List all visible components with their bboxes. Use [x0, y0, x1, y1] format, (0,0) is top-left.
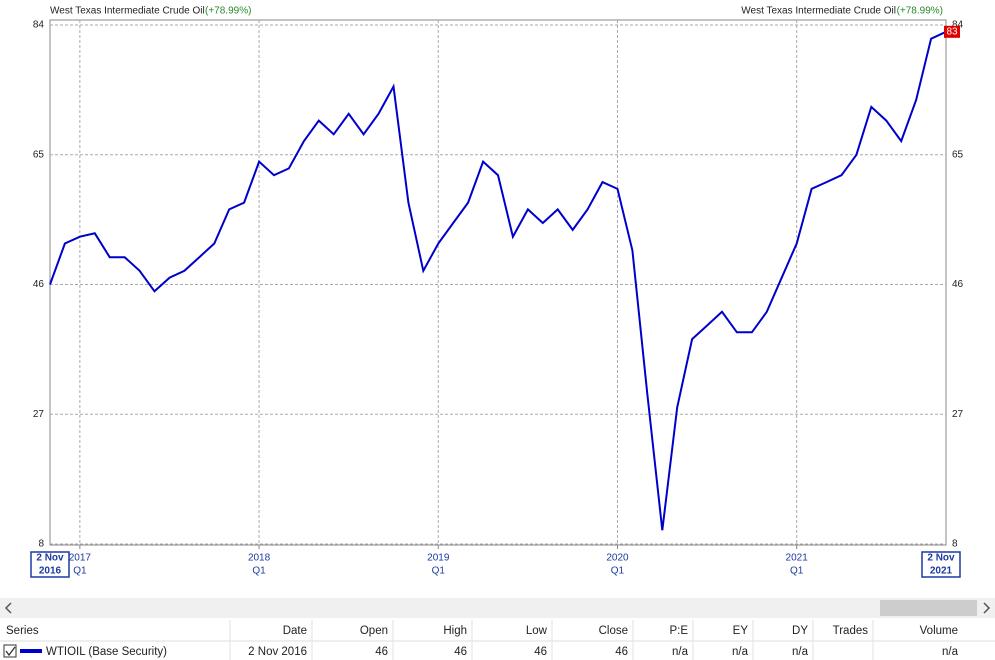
table-bg: [0, 620, 995, 660]
column-header: Volume: [920, 625, 958, 637]
table-cell: WTIOIL (Base Security): [46, 646, 167, 658]
column-header: High: [443, 625, 467, 637]
scroll-right[interactable]: [983, 602, 991, 614]
x-quarter-label: Q1: [252, 566, 266, 577]
date-day: 2 Nov: [927, 553, 955, 564]
x-tick-label: 2020: [606, 553, 629, 564]
y-tick-label: 27: [33, 409, 45, 420]
checkbox[interactable]: [3, 644, 17, 658]
table-cell: n/a: [672, 646, 689, 658]
x-tick-label: 2018: [248, 553, 271, 564]
table-cell: n/a: [942, 646, 959, 658]
column-header: P:E: [669, 625, 688, 637]
x-tick-label: 2019: [427, 553, 450, 564]
date-day: 2 Nov: [36, 553, 64, 564]
price-line: [49, 30, 947, 531]
scroll-thumb[interactable]: [880, 600, 977, 616]
date-year: 2016: [39, 566, 62, 577]
chart-title-right: West Texas Intermediate Crude Oil: [741, 6, 896, 17]
x-tick-label: 2021: [786, 553, 809, 564]
x-tick-label: 2017: [69, 553, 92, 564]
column-header: Close: [599, 625, 628, 637]
column-header: Date: [283, 625, 307, 637]
scroll-left[interactable]: [4, 602, 12, 614]
y-tick-label: 84: [33, 20, 45, 31]
table-cell: 46: [454, 646, 467, 658]
last-value-box: [944, 25, 960, 38]
checkmark: [5, 646, 16, 657]
table: Series Date Open High Low Close P:E EY DY Trades V…: [0, 620, 995, 660]
y-tick-label-right: 84: [952, 20, 964, 31]
chart-subtitle: (+78.99%): [205, 6, 251, 17]
column-header: DY: [792, 625, 808, 637]
chart-title: West Texas Intermediate Crude Oil: [50, 6, 205, 17]
date-box: [30, 551, 70, 578]
y-tick-label: 8: [38, 539, 44, 550]
x-quarter-label: Q1: [790, 566, 804, 577]
series-swatch: [20, 649, 42, 653]
x-quarter-label: Q1: [432, 566, 446, 577]
date-box: [921, 551, 961, 578]
table-cell: 46: [534, 646, 547, 658]
column-header: Series: [6, 625, 39, 637]
column-header: Trades: [833, 625, 869, 637]
y-tick-label-right: 8: [952, 539, 958, 550]
chart-subtitle-right: (+78.99%): [897, 6, 943, 17]
table-cell: 46: [615, 646, 628, 658]
column-header: Low: [526, 625, 548, 637]
y-tick-label: 46: [33, 279, 45, 290]
y-tick-label: 65: [33, 149, 45, 160]
plot-area: [49, 19, 947, 546]
column-header: EY: [733, 625, 749, 637]
scrollbar[interactable]: [0, 598, 995, 618]
date-year: 2021: [930, 566, 953, 577]
y-tick-label-right: 27: [952, 409, 964, 420]
column-header: Open: [360, 625, 388, 637]
table-cell: n/a: [792, 646, 809, 658]
last-value-label: 83: [946, 26, 958, 37]
table-cell: 46: [375, 646, 388, 658]
table-cell: 2 Nov 2016: [248, 646, 307, 658]
x-quarter-label: Q1: [73, 566, 87, 577]
x-quarter-label: Q1: [611, 566, 625, 577]
table-cell: n/a: [732, 646, 749, 658]
y-tick-label-right: 46: [952, 279, 964, 290]
y-tick-label-right: 65: [952, 149, 964, 160]
